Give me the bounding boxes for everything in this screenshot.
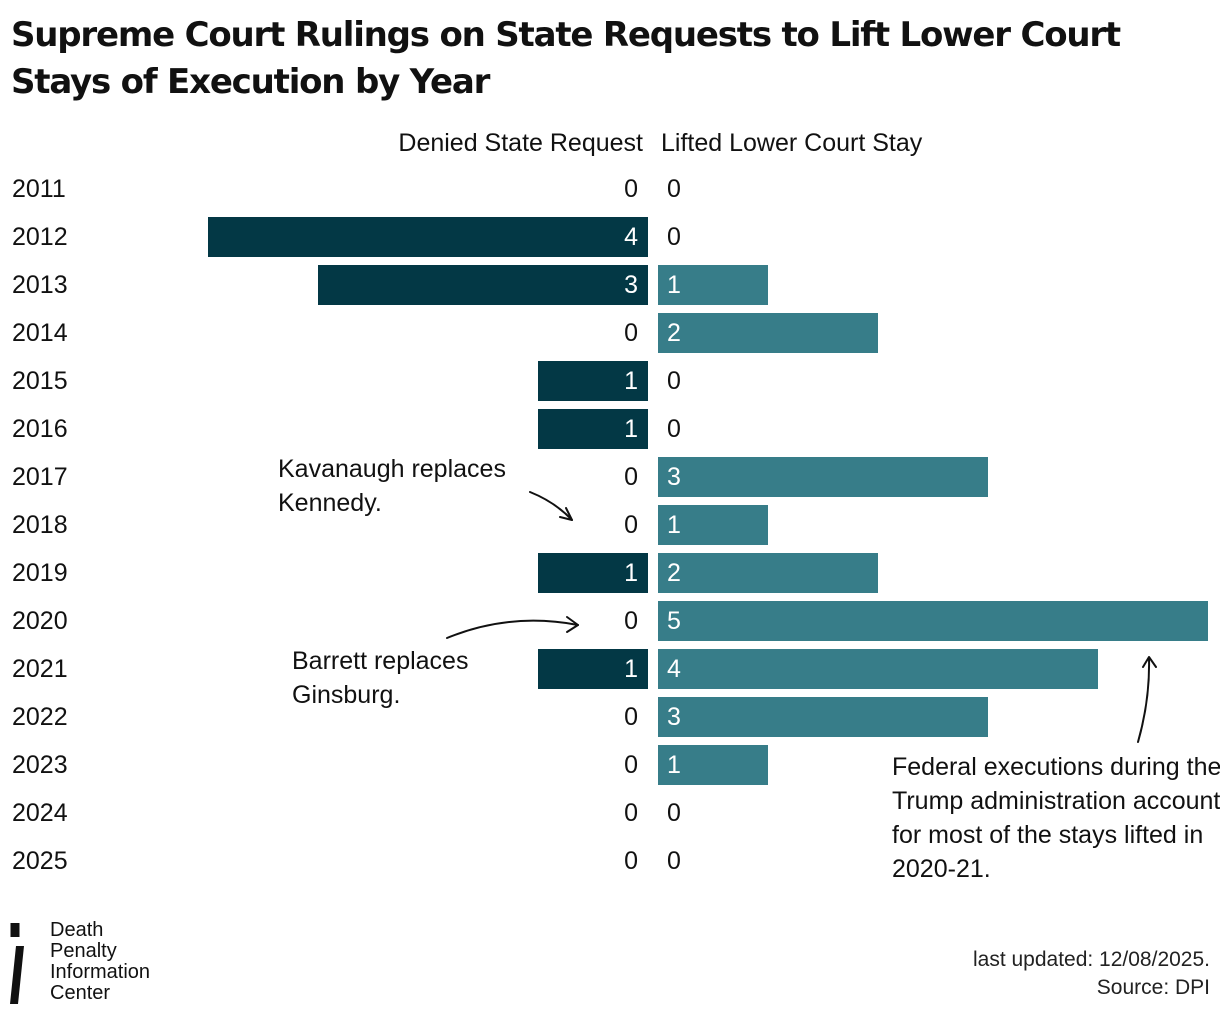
annotation-barrett-arrow <box>446 619 579 639</box>
year-label: 2016 <box>12 415 68 443</box>
dpic-logo-icon <box>10 923 24 1004</box>
annotation-federal-arrow-head <box>1142 656 1157 668</box>
lifted-value-label: 0 <box>667 367 681 395</box>
lifted-value-label: 0 <box>667 799 681 827</box>
annotation-barrett-arrow-head <box>566 616 579 633</box>
denied-value-label: 0 <box>624 175 638 203</box>
year-label: 2022 <box>12 703 68 731</box>
denied-value-label: 3 <box>624 271 638 299</box>
year-label: 2018 <box>12 511 68 539</box>
legend-lifted-lower-court-stay: Lifted Lower Court Stay <box>661 129 923 157</box>
chart-title: Supreme Court Rulings on State Requests … <box>11 15 1121 102</box>
lifted-bar <box>658 265 768 305</box>
annotation-kavanaugh-arrow <box>529 491 573 521</box>
dpic-logo: Death Penalty Information Center <box>10 920 170 1008</box>
denied-value-label: 0 <box>624 799 638 827</box>
lifted-value-label: 3 <box>667 463 681 491</box>
denied-bar <box>538 649 648 689</box>
lifted-bar <box>658 601 1208 641</box>
year-label: 2014 <box>12 319 68 347</box>
denied-value-label: 0 <box>624 751 638 779</box>
denied-value-label: 0 <box>624 511 638 539</box>
lifted-bar <box>658 457 988 497</box>
lifted-bar <box>658 697 988 737</box>
annotation-federal-text: Federal executions during the <box>892 753 1220 781</box>
denied-value-label: 1 <box>624 559 638 587</box>
year-label: 2012 <box>12 223 68 251</box>
denied-bar <box>208 217 648 257</box>
annotation-kavanaugh-text: Kavanaugh replaces <box>278 455 506 483</box>
lifted-value-label: 2 <box>667 559 681 587</box>
legend-denied-state-request: Denied State Request <box>398 129 643 157</box>
year-label: 2015 <box>12 367 68 395</box>
dpic-logo-text: Death Penalty Information Center <box>50 920 150 1004</box>
year-label: 2024 <box>12 799 68 827</box>
annotation-kavanaugh-text: Kennedy. <box>278 489 382 517</box>
lifted-bar <box>658 745 768 785</box>
annotation-barrett-text: Ginsburg. <box>292 681 400 709</box>
denied-value-label: 0 <box>624 463 638 491</box>
year-label: 2020 <box>12 607 68 635</box>
denied-value-label: 0 <box>624 319 638 347</box>
denied-bar <box>538 409 648 449</box>
lifted-bar <box>658 505 768 545</box>
lifted-value-label: 1 <box>667 271 681 299</box>
denied-value-label: 0 <box>624 703 638 731</box>
denied-bar <box>318 265 648 305</box>
denied-value-label: 1 <box>624 655 638 683</box>
denied-bar <box>538 553 648 593</box>
lifted-value-label: 5 <box>667 607 681 635</box>
year-label: 2017 <box>12 463 68 491</box>
annotation-kavanaugh-arrow-head <box>559 507 573 521</box>
source-note: Source: DPI <box>1096 976 1210 999</box>
logo-line: Penalty <box>50 940 117 962</box>
denied-value-label: 4 <box>624 223 638 251</box>
lifted-value-label: 0 <box>667 175 681 203</box>
denied-value-label: 1 <box>624 415 638 443</box>
lifted-value-label: 2 <box>667 319 681 347</box>
last-updated: last updated: 12/08/2025. <box>972 948 1210 971</box>
annotation-barrett-text: Barrett replaces <box>292 647 468 675</box>
lifted-bar <box>658 553 878 593</box>
lifted-bar <box>658 313 878 353</box>
lifted-value-label: 1 <box>667 751 681 779</box>
annotation-federal-arrow <box>1137 657 1151 743</box>
lifted-value-label: 0 <box>667 847 681 875</box>
logo-line: Death <box>50 919 104 941</box>
lifted-value-label: 1 <box>667 511 681 539</box>
year-label: 2023 <box>12 751 68 779</box>
logo-line: Center <box>50 982 111 1004</box>
denied-bar <box>538 361 648 401</box>
annotation-federal-text: Trump administration accounted <box>892 787 1220 815</box>
annotation-federal-text: for most of the stays lifted in <box>892 821 1203 849</box>
year-label: 2011 <box>12 175 66 203</box>
lifted-value-label: 4 <box>667 655 681 683</box>
footer: last updated: 12/08/2025. Source: DPI <box>973 946 1210 1002</box>
annotation-federal-text: 2020-21. <box>892 855 991 883</box>
diverging-bar-chart: Denied State Request Lifted Lower Court S… <box>12 129 1220 883</box>
lifted-bar <box>658 649 1098 689</box>
year-label: 2021 <box>12 655 68 683</box>
year-label: 2025 <box>12 847 68 875</box>
denied-value-label: 0 <box>624 847 638 875</box>
lifted-value-label: 0 <box>667 415 681 443</box>
denied-value-label: 1 <box>624 367 638 395</box>
lifted-value-label: 3 <box>667 703 681 731</box>
lifted-value-label: 0 <box>667 223 681 251</box>
year-label: 2013 <box>12 271 68 299</box>
denied-value-label: 0 <box>624 607 638 635</box>
year-label: 2019 <box>12 559 68 587</box>
logo-line: Information <box>50 961 151 983</box>
